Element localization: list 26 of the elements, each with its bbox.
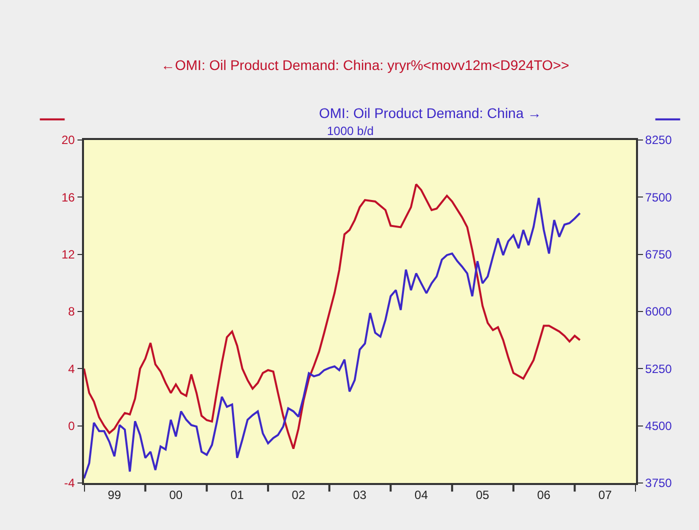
x-tick-label: 03 bbox=[353, 488, 367, 502]
x-tick-label: 06 bbox=[537, 488, 551, 502]
x-tick-label: 99 bbox=[108, 488, 122, 502]
y2-tick-label: 5250 bbox=[645, 362, 672, 376]
x-tick-label: 00 bbox=[169, 488, 183, 502]
text: 1000 b/d bbox=[327, 124, 374, 138]
y2-tick-label: 4500 bbox=[645, 419, 672, 434]
x-tick-label: 07 bbox=[598, 488, 612, 502]
y-tick-label: 0 bbox=[68, 419, 76, 434]
y2-tick-label: 7500 bbox=[645, 190, 672, 204]
text: OMI: Oil Product Demand: China → bbox=[319, 105, 542, 121]
y2-tick-label: 8250 bbox=[645, 133, 672, 148]
y-tick-label: 8 bbox=[68, 304, 76, 319]
x-tick-label: 01 bbox=[230, 488, 244, 502]
x-tick-label: 02 bbox=[292, 488, 306, 502]
y-tick-label: 4 bbox=[68, 362, 76, 376]
y2-tick-label: 6000 bbox=[645, 304, 672, 319]
y-tick-label: 16 bbox=[61, 190, 76, 204]
y-tick-label: -4 bbox=[64, 476, 76, 490]
x-tick-label: 05 bbox=[476, 488, 490, 502]
y-tick-label: 20 bbox=[61, 133, 76, 148]
y2-tick-label: 6750 bbox=[645, 248, 672, 262]
text: ←OMI: Oil Product Demand: China: yryr%<movv12m<D924TO>> bbox=[161, 57, 570, 73]
y-tick-label: 12 bbox=[61, 248, 76, 262]
y2-tick-label: 3750 bbox=[645, 476, 672, 490]
x-tick-label: 04 bbox=[414, 488, 428, 502]
